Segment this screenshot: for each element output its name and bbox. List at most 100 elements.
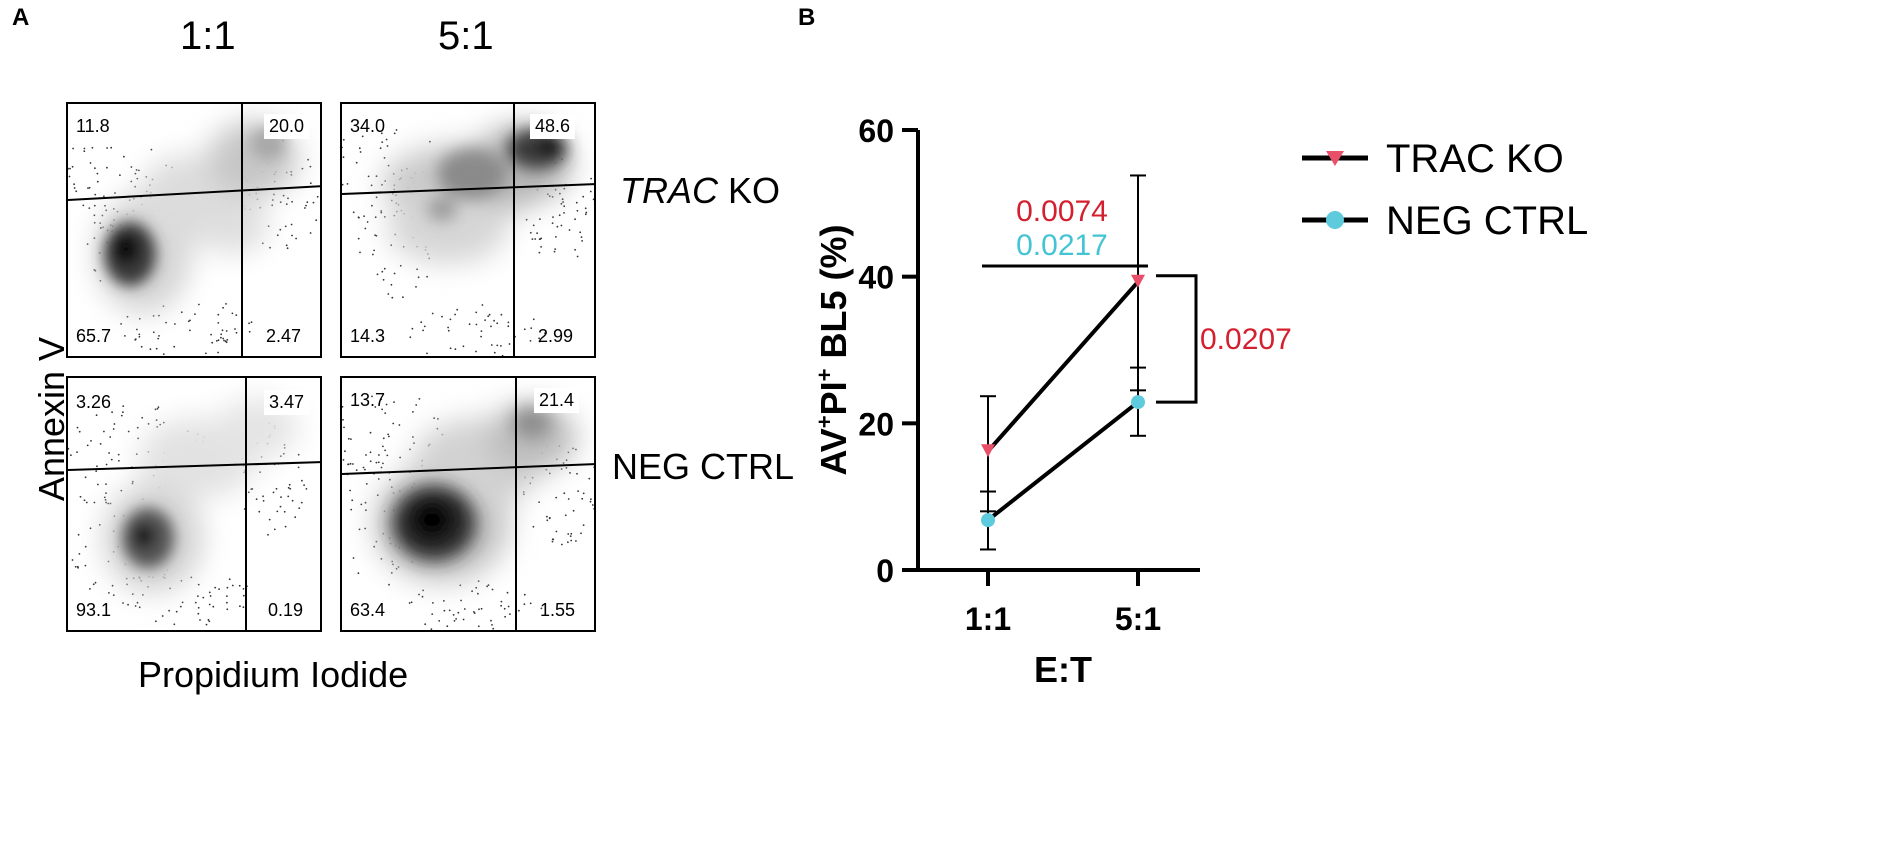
event-dot xyxy=(214,586,217,589)
event-dot xyxy=(432,602,434,604)
legend-label-trac: TRAC KO xyxy=(1386,137,1564,181)
event-dot xyxy=(309,165,312,168)
event-dot xyxy=(152,331,155,334)
event-dot xyxy=(158,314,160,317)
event-dot xyxy=(197,606,200,609)
event-dot xyxy=(364,468,366,471)
x-tick-label: 1:1 xyxy=(965,601,1011,637)
event-dot xyxy=(523,593,526,596)
event-dot xyxy=(85,501,88,504)
quadrant-value-top-left: 11.8 xyxy=(76,116,110,136)
event-dot xyxy=(231,312,234,315)
event-dot xyxy=(380,210,383,212)
event-dot xyxy=(141,416,144,419)
event-dot xyxy=(374,406,377,408)
event-dot xyxy=(288,483,291,486)
event-dot xyxy=(574,248,576,251)
event-dot xyxy=(364,227,367,230)
event-dot xyxy=(150,148,153,151)
event-dot xyxy=(359,251,361,254)
ylabel-part-2: PI xyxy=(813,381,854,415)
event-dot xyxy=(92,583,95,586)
flow-plot-trac-1-1: 11.8 20.0 65.7 2.47 xyxy=(66,102,322,358)
event-dot xyxy=(493,357,495,358)
gate-line-horizontal xyxy=(68,185,320,201)
quadrant-value-top-right: 21.4 xyxy=(534,388,580,413)
event-dot xyxy=(552,216,554,218)
event-dot xyxy=(287,197,289,200)
event-dot xyxy=(309,232,312,234)
y-axis-title: AV+PI+ BL5 (%) xyxy=(812,224,854,475)
event-dot xyxy=(562,201,564,203)
event-dot xyxy=(431,613,434,615)
event-dot xyxy=(93,237,96,240)
event-dot xyxy=(286,247,289,250)
event-dot xyxy=(529,602,532,605)
event-dot xyxy=(357,572,360,575)
quadrant-value-top-right: 3.47 xyxy=(264,390,310,415)
event-dot xyxy=(572,509,575,512)
ylabel-part-1: AV xyxy=(813,428,854,475)
event-dot xyxy=(304,207,306,209)
event-dot xyxy=(387,293,390,295)
event-dot xyxy=(393,132,396,135)
event-dot xyxy=(134,339,137,341)
event-dot xyxy=(454,348,457,351)
event-dot xyxy=(110,458,113,461)
quadrant-value-bottom-right: 0.19 xyxy=(268,600,304,620)
event-dot xyxy=(282,452,285,455)
event-dot xyxy=(364,527,367,530)
event-dot xyxy=(487,584,490,586)
event-dot xyxy=(426,352,428,355)
event-dot xyxy=(142,594,144,596)
event-dot xyxy=(73,187,76,189)
event-dot xyxy=(369,451,372,454)
ylabel-sup-2: + xyxy=(812,368,837,381)
event-dot xyxy=(342,156,345,159)
event-dot xyxy=(225,303,227,305)
event-dot xyxy=(393,401,395,403)
event-dot xyxy=(399,456,401,459)
event-dot xyxy=(96,180,99,183)
event-dot xyxy=(352,211,355,214)
event-dot xyxy=(481,304,484,306)
event-dot xyxy=(159,423,162,426)
event-dot xyxy=(89,527,92,530)
event-dot xyxy=(194,313,196,315)
event-dot xyxy=(581,497,584,500)
event-dot xyxy=(235,331,238,334)
event-dot xyxy=(560,224,563,227)
event-dot xyxy=(181,601,184,604)
event-dot xyxy=(532,224,535,227)
event-dot xyxy=(217,313,220,316)
p-value-between: 0.0207 xyxy=(1200,323,1292,356)
event-dot xyxy=(111,411,113,414)
event-dot xyxy=(157,406,160,409)
event-dot xyxy=(390,283,393,286)
event-dot xyxy=(209,595,212,597)
event-dot xyxy=(202,596,205,599)
event-dot xyxy=(259,471,261,473)
column-header-1-1: 1:1 xyxy=(180,14,236,58)
event-dot xyxy=(372,253,374,256)
event-dot xyxy=(584,213,587,216)
event-dot xyxy=(366,221,369,223)
event-dot xyxy=(342,405,344,408)
event-dot xyxy=(262,500,265,502)
event-dot xyxy=(104,204,106,207)
event-dot xyxy=(431,312,434,315)
event-dot xyxy=(560,202,563,205)
event-dot xyxy=(563,187,566,190)
event-dot xyxy=(94,269,97,272)
event-dot xyxy=(275,487,278,490)
event-dot xyxy=(496,322,499,325)
event-dot xyxy=(120,489,123,492)
y-tick-label: 0 xyxy=(876,553,894,589)
event-dot xyxy=(162,353,165,355)
event-dot xyxy=(443,609,446,612)
event-dot xyxy=(500,345,502,347)
event-dot xyxy=(242,606,245,609)
event-dot xyxy=(523,603,526,606)
event-dot xyxy=(449,347,452,350)
legend-entry-neg-ctrl: NEG CTRL xyxy=(1302,199,1588,243)
